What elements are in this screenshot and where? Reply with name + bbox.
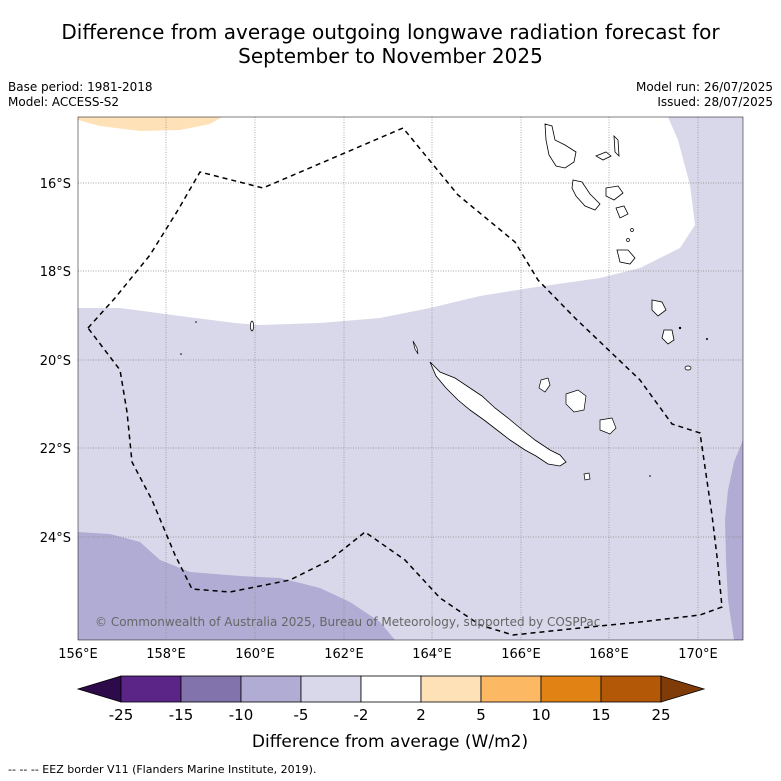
islet-g [195,321,197,323]
lon-label: 160°E [235,647,275,662]
islet-h [180,353,182,355]
colorbar: -25 -15 -10 -5 -2 2 5 10 15 25 [76,675,706,724]
colorbar-segment [360,675,422,703]
erromango-island [616,249,636,265]
lon-label: 168°E [589,647,629,662]
anomaly-mid-purple-region-se [725,440,743,640]
lon-label: 164°E [412,647,452,662]
map-area: © Commonwealth of Australia 2025, Bureau… [78,117,743,640]
colorbar-segment [300,675,362,703]
colorbar-label: 5 [476,706,486,724]
map-title: Difference from average outgoing longwav… [0,20,781,68]
colorbar-label: -5 [294,706,309,724]
colorbar-segment [120,675,182,703]
belep-island [412,340,419,355]
copyright-text: © Commonwealth of Australia 2025, Bureau… [95,615,600,629]
colorbar-segment [540,675,602,703]
eez-border [87,127,723,636]
colorbar-segment [480,675,542,703]
longitude-labels: 156°E 158°E 160°E 162°E 164°E 166°E 168°… [58,647,718,662]
title-line-1: Difference from average outgoing longwav… [61,20,720,44]
meta-left: Base period: 1981-2018 Model: ACCESS-S2 [8,80,153,110]
efate-island [615,205,629,219]
colorbar-arrow-max [660,675,706,703]
latitude-labels: 16°S 18°S 20°S 22°S 24°S [40,177,71,546]
lifou-island [565,389,587,413]
isle-of-pines [583,472,591,481]
maewo-island [613,134,620,158]
colorbar-label: 10 [531,706,550,724]
islet-d [678,326,682,330]
lat-label: 16°S [40,177,71,192]
ouvea-island [538,377,551,393]
aneityum-island [661,329,675,345]
colorbar-label: -15 [169,706,194,724]
islet-b [630,228,634,232]
lon-label: 156°E [58,647,98,662]
lon-label: 166°E [501,647,541,662]
model-run: Model run: 26/07/2025 [635,80,773,94]
base-period: Base period: 1981-2018 [8,80,153,94]
colorbar-label: -10 [229,706,254,724]
lon-label: 170°E [678,647,718,662]
colorbar-label: -25 [109,706,134,724]
map-frame [77,116,744,641]
lat-label: 20°S [40,354,71,369]
anomaly-orange-region [78,117,222,131]
pentecost-island [605,185,624,201]
colorbar-label: 25 [651,706,670,724]
lat-label: 22°S [40,442,71,457]
colorbar-label: 15 [591,706,610,724]
colorbar-label: -2 [354,706,369,724]
colorbar-segment [180,675,242,703]
graticule [78,117,743,640]
malekula-island [571,179,601,211]
anomaly-mid-purple-region-sw [78,532,395,640]
islet-f [250,320,254,332]
islet-a [684,365,692,371]
issued-date: Issued: 28/07/2025 [657,95,773,109]
model-name: Model: ACCESS-S2 [8,95,120,109]
meta-right: Model run: 26/07/2025 Issued: 28/07/2025 [636,80,773,110]
colorbar-title: Difference from average (W/m2) [252,732,528,752]
islet-i [649,475,651,477]
colorbar-segment [600,675,662,703]
ambae-island [595,151,612,161]
colorbar-segment [420,675,482,703]
colorbar-segment [240,675,302,703]
islet-e [706,338,708,340]
colorbar-label: 2 [416,706,426,724]
tanna-island [651,299,667,317]
lat-label: 18°S [40,265,71,280]
lat-label: 24°S [40,531,71,546]
espiritu-santo-island [544,123,577,169]
colorbar-arrow-min [76,675,122,703]
lon-label: 162°E [324,647,364,662]
footnote: -- -- -- EEZ border V11 (Flanders Marine… [8,763,317,776]
anomaly-light-purple-region [78,117,743,640]
lon-label: 158°E [146,647,186,662]
title-line-2: September to November 2025 [238,44,543,68]
mare-island [599,417,617,435]
new-caledonia-island [429,361,567,467]
islet-c [626,238,630,242]
